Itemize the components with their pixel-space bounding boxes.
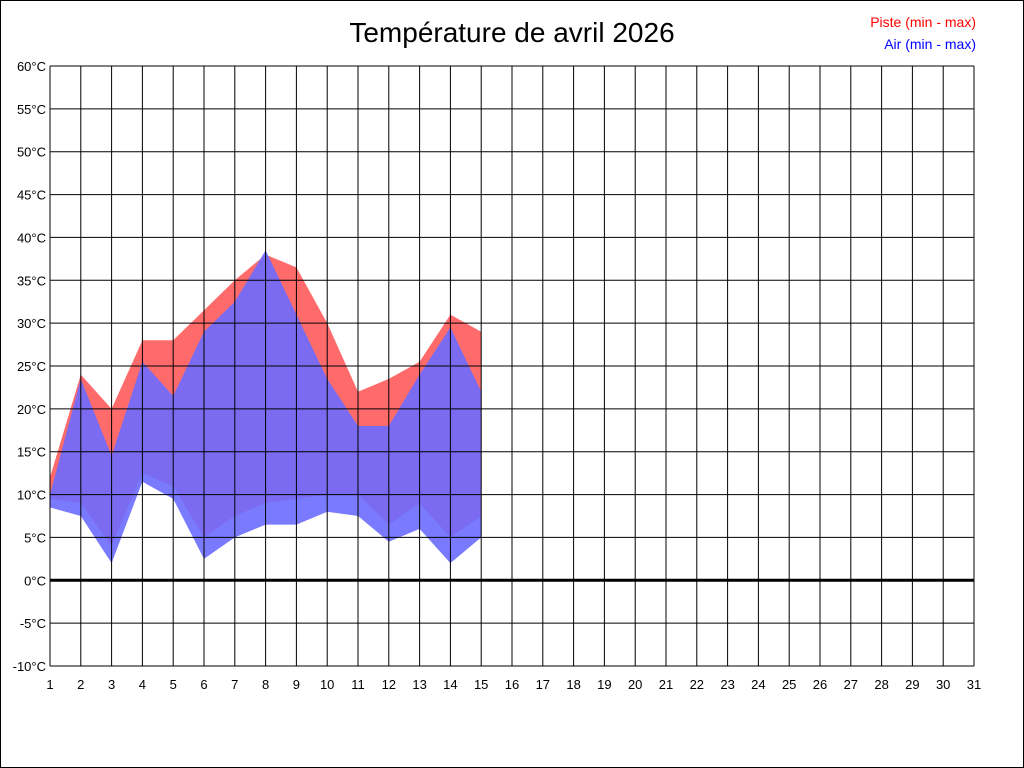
- x-tick-label: 1: [46, 677, 53, 692]
- y-tick-label: 50°C: [17, 145, 46, 160]
- x-tick-label: 11: [351, 677, 365, 692]
- x-tick-label: 2: [77, 677, 84, 692]
- x-tick-label: 26: [813, 677, 827, 692]
- y-tick-label: 45°C: [17, 188, 46, 203]
- x-tick-label: 28: [874, 677, 888, 692]
- y-tick-label: 40°C: [17, 230, 46, 245]
- x-tick-label: 12: [382, 677, 396, 692]
- x-tick-label: 4: [139, 677, 146, 692]
- x-tick-label: 22: [690, 677, 704, 692]
- x-tick-label: 31: [967, 677, 981, 692]
- x-tick-label: 29: [905, 677, 919, 692]
- y-tick-label: 25°C: [17, 359, 46, 374]
- y-tick-label: 20°C: [17, 402, 46, 417]
- x-tick-label: 14: [443, 677, 457, 692]
- x-tick-label: 7: [231, 677, 238, 692]
- x-tick-label: 27: [844, 677, 858, 692]
- x-tick-label: 23: [720, 677, 734, 692]
- chart-title: Température de avril 2026: [349, 17, 675, 48]
- x-tick-label: 21: [659, 677, 673, 692]
- x-tick-label: 17: [536, 677, 550, 692]
- x-tick-label: 25: [782, 677, 796, 692]
- y-tick-label: 0°C: [24, 573, 46, 588]
- legend-air: Air (min - max): [884, 36, 976, 52]
- x-tick-label: 16: [505, 677, 519, 692]
- x-tick-label: 13: [412, 677, 426, 692]
- x-tick-label: 5: [170, 677, 177, 692]
- x-tick-label: 9: [293, 677, 300, 692]
- y-tick-label: 10°C: [17, 488, 46, 503]
- y-tick-label: 60°C: [17, 59, 46, 74]
- y-tick-label: 35°C: [17, 273, 46, 288]
- x-tick-label: 20: [628, 677, 642, 692]
- x-tick-label: 19: [597, 677, 611, 692]
- x-tick-label: 15: [474, 677, 488, 692]
- legend-piste: Piste (min - max): [870, 14, 976, 30]
- y-tick-label: 55°C: [17, 102, 46, 117]
- y-tick-label: -5°C: [20, 616, 46, 631]
- x-tick-label: 3: [108, 677, 115, 692]
- x-tick-label: 6: [200, 677, 207, 692]
- x-tick-label: 18: [566, 677, 580, 692]
- x-tick-label: 30: [936, 677, 950, 692]
- y-tick-label: 5°C: [24, 530, 46, 545]
- y-tick-label: -10°C: [13, 659, 46, 674]
- y-tick-label: 15°C: [17, 445, 46, 460]
- y-tick-label: 30°C: [17, 316, 46, 331]
- x-tick-label: 8: [262, 677, 269, 692]
- x-tick-label: 24: [751, 677, 765, 692]
- x-tick-label: 10: [320, 677, 334, 692]
